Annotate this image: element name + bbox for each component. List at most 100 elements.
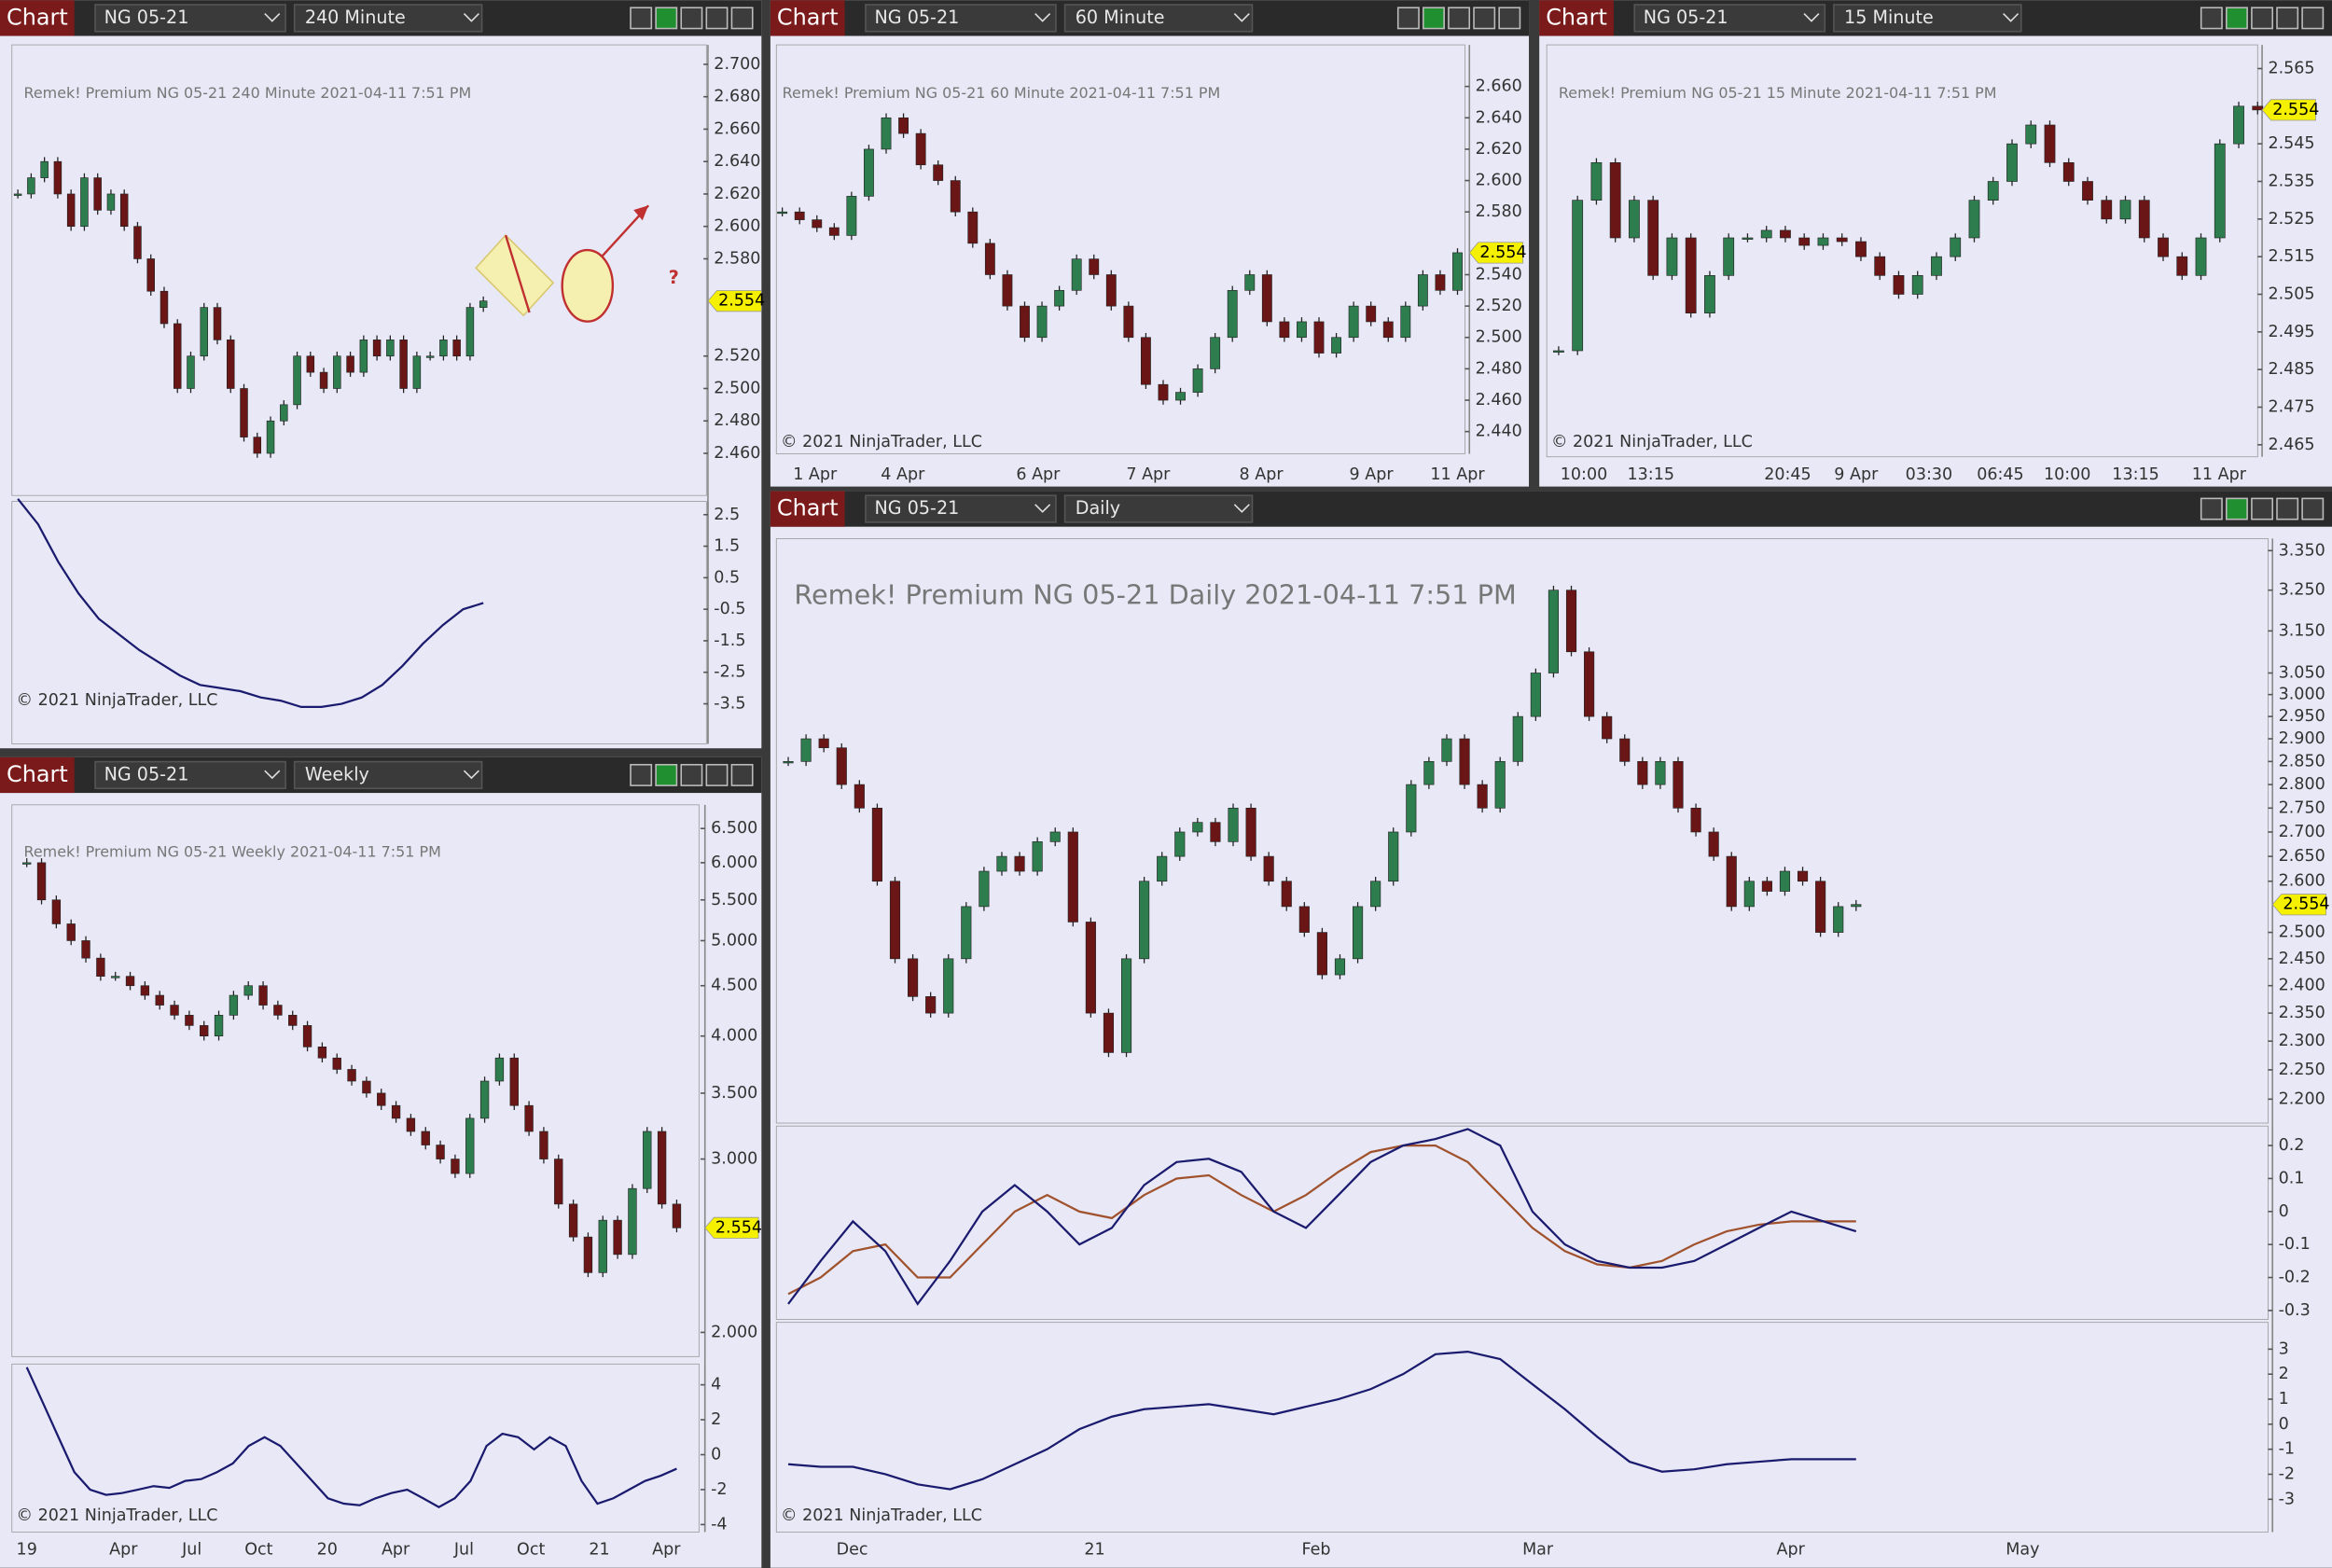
y-tick-label: 3 (2279, 1339, 2289, 1358)
window-button[interactable] (705, 7, 729, 30)
instrument-label[interactable]: NG 05-21 (875, 497, 960, 519)
chart-button[interactable] (770, 0, 845, 36)
window-button[interactable] (2200, 7, 2223, 30)
candle (253, 437, 262, 454)
candle (1313, 321, 1325, 354)
window-button[interactable] (705, 763, 729, 786)
candle (1477, 784, 1488, 809)
window-button[interactable] (655, 763, 678, 786)
candle (2195, 237, 2207, 276)
candle (1157, 855, 1168, 882)
candle (1815, 881, 1826, 933)
price-marker-label: 2.554 (2283, 895, 2329, 914)
window-button[interactable] (730, 7, 754, 30)
instrument-selector[interactable] (1633, 4, 1826, 33)
instrument-selector[interactable] (94, 4, 286, 33)
candle (1261, 274, 1272, 323)
y-tick-label: -4 (711, 1515, 727, 1533)
candle (1685, 237, 1697, 313)
interval-label[interactable]: Weekly (305, 763, 369, 784)
window-button[interactable] (1498, 7, 1521, 30)
candle (1120, 958, 1132, 1053)
y-tick-label: 3.050 (2279, 664, 2325, 683)
price-pane (1546, 44, 2258, 458)
instrument-label[interactable]: NG 05-21 (1644, 7, 1728, 28)
interval-selector[interactable] (293, 760, 483, 790)
window-button[interactable] (2301, 497, 2325, 520)
chart-button[interactable] (770, 491, 845, 527)
candle (1036, 305, 1048, 339)
instrument-selector[interactable] (94, 760, 286, 790)
candle (1263, 855, 1274, 882)
candle (333, 355, 341, 389)
y-tick-label: 2.580 (714, 249, 760, 268)
y-tick-label: 3.500 (711, 1084, 757, 1103)
instrument-label[interactable]: NG 05-21 (104, 763, 189, 784)
candle (1931, 256, 1942, 276)
candle (362, 1080, 371, 1094)
chart-button[interactable] (0, 0, 75, 36)
chart-header: Remek! Premium NG 05-21 240 Minute 2021-… (24, 84, 472, 102)
interval-selector[interactable] (293, 4, 483, 33)
window-button[interactable] (680, 7, 703, 30)
x-tick-label: 20 (317, 1541, 338, 1560)
y-tick-label: 3.000 (711, 1150, 757, 1169)
candle (2044, 124, 2056, 163)
window-button[interactable] (1473, 7, 1496, 30)
window-button[interactable] (2301, 7, 2325, 30)
candle (66, 923, 76, 941)
window-button[interactable] (2251, 497, 2274, 520)
chart-button-label[interactable]: Chart (7, 4, 68, 30)
candle (372, 340, 382, 357)
interval-label[interactable]: 240 Minute (305, 7, 406, 28)
chart-button-label[interactable]: Chart (1546, 4, 1607, 30)
window-button[interactable] (2226, 7, 2248, 30)
candle (1874, 256, 1886, 276)
instrument-selector[interactable] (865, 494, 1057, 523)
dropdown-arrow (264, 770, 281, 780)
interval-selector[interactable] (1063, 494, 1254, 523)
window-button[interactable] (1396, 7, 1420, 30)
chart-button-label[interactable]: Chart (7, 761, 68, 787)
window-button[interactable] (655, 7, 678, 30)
indicator-pane (775, 1125, 2269, 1320)
chart-button[interactable] (1539, 0, 1614, 36)
chart-button-label[interactable]: Chart (777, 495, 839, 521)
window-button[interactable] (2251, 7, 2274, 30)
candle (1297, 321, 1307, 339)
window-button[interactable] (2200, 497, 2223, 520)
candle (598, 1219, 607, 1273)
interval-selector[interactable] (1833, 4, 2022, 33)
window-button[interactable] (730, 763, 754, 786)
candle (1014, 855, 1025, 872)
window-button[interactable] (2276, 7, 2299, 30)
chart-button-label[interactable]: Chart (777, 4, 839, 30)
candle (777, 211, 788, 215)
instrument-label[interactable]: NG 05-21 (104, 7, 189, 28)
window-button[interactable] (630, 763, 653, 786)
window-button[interactable] (2276, 497, 2299, 520)
candle (111, 976, 120, 978)
interval-label[interactable]: Daily (1076, 497, 1120, 519)
y-tick-label: 4.000 (711, 1027, 757, 1046)
window-button[interactable] (1423, 7, 1445, 30)
candle (288, 1015, 298, 1026)
y-tick-label: 0 (2279, 1415, 2289, 1434)
candle (864, 148, 874, 197)
candle (332, 1057, 341, 1070)
interval-label[interactable]: 60 Minute (1076, 7, 1165, 28)
instrument-label[interactable]: NG 05-21 (875, 7, 960, 28)
y-tick-label: 2.450 (2279, 950, 2325, 968)
candle (258, 985, 268, 1006)
window-button[interactable] (630, 7, 653, 30)
window-button[interactable] (1448, 7, 1471, 30)
instrument-selector[interactable] (865, 4, 1057, 33)
interval-selector[interactable] (1063, 4, 1254, 33)
window-button[interactable] (680, 763, 703, 786)
candle (1435, 274, 1446, 291)
chart-button[interactable] (0, 756, 75, 794)
candle (1175, 392, 1186, 401)
window-button[interactable] (2226, 497, 2248, 520)
candle (2214, 143, 2226, 239)
interval-label[interactable]: 15 Minute (1844, 7, 1934, 28)
